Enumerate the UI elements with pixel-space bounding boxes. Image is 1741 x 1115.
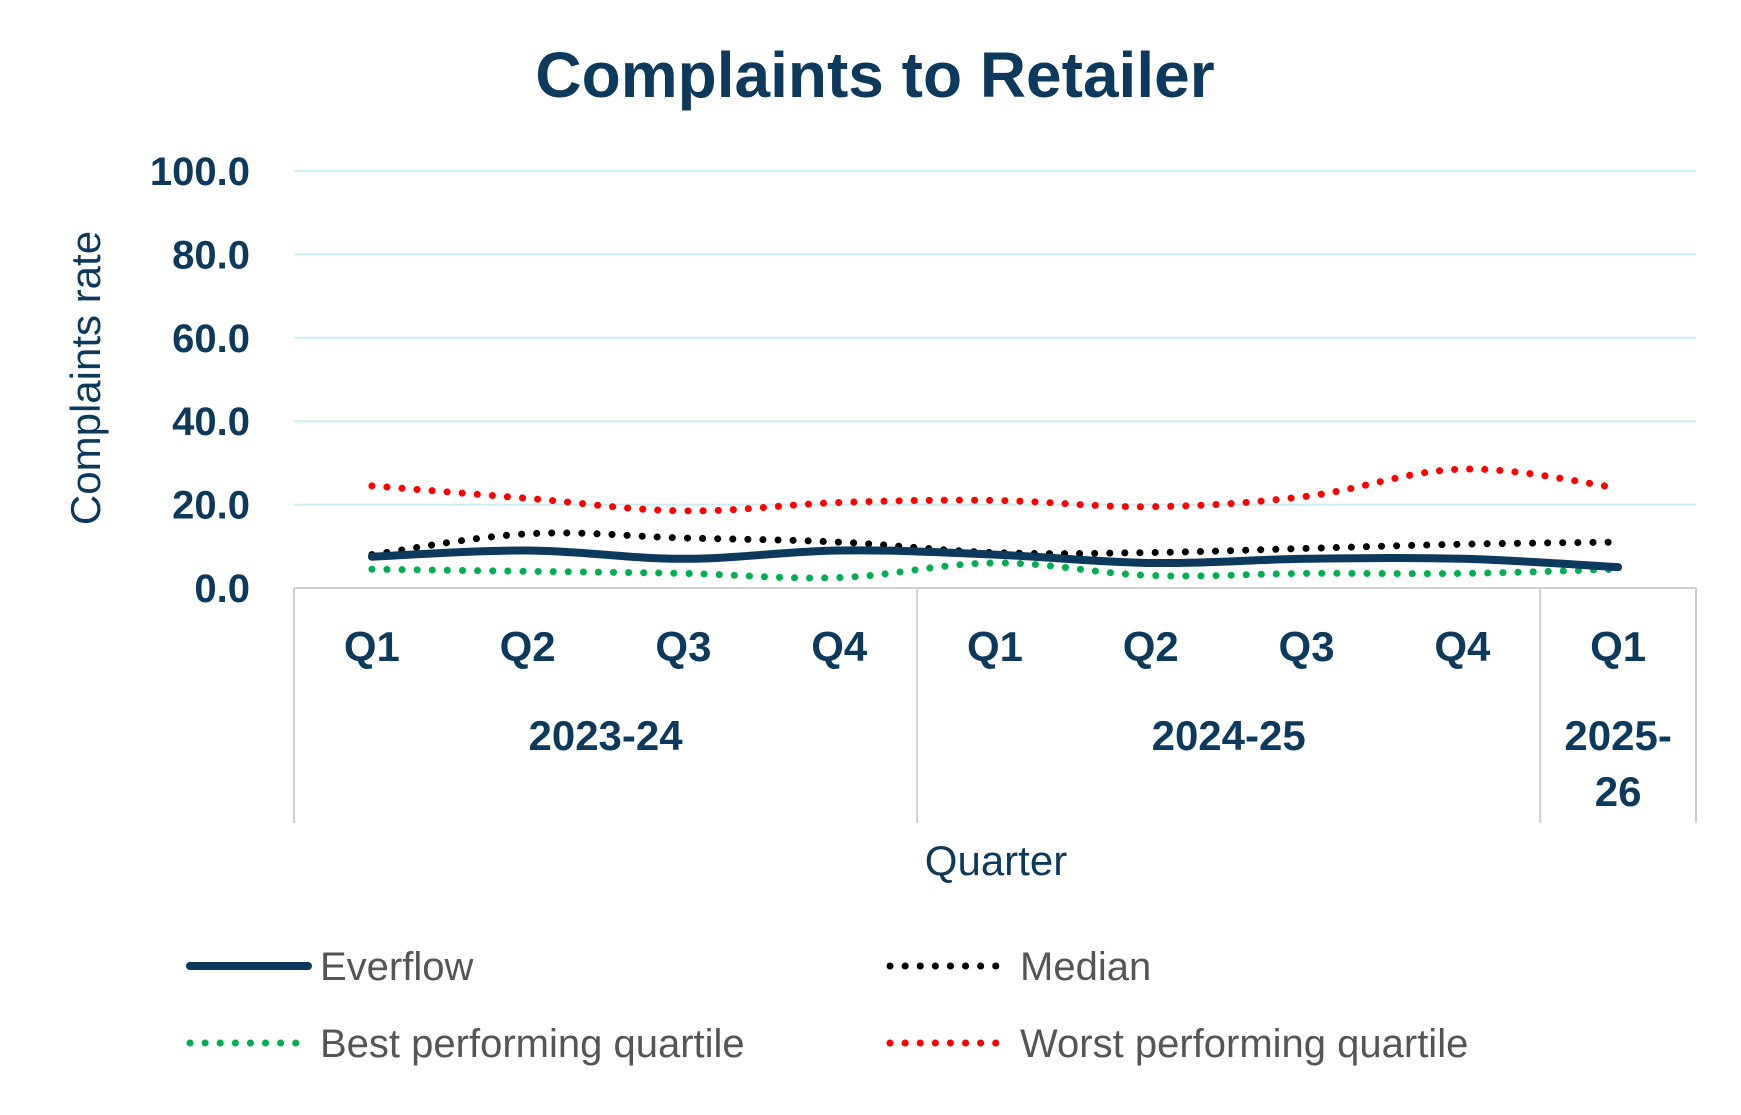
x-tick-label: Q1: [344, 623, 400, 670]
legend: Everflow Median Best performing quartile Wo…: [186, 945, 1468, 1066]
series-layer: [367, 465, 1623, 582]
legend-item: Worst performing quartile: [886, 1022, 1468, 1066]
x-tick-label: Q3: [1279, 623, 1335, 670]
chart-title: Complaints to Retailer: [535, 39, 1214, 111]
y-tick-label: 0.0: [194, 567, 250, 611]
legend-item: Best performing quartile: [186, 1022, 745, 1066]
y-axis: 100.0 80.0 60.0 40.0 20.0 0.0: [150, 150, 250, 611]
x-axis: Q1 Q2 Q3 Q4 Q1 Q2 Q3 Q4 Q1 2023-24 2024-25 2025-26: [293, 587, 1697, 823]
x-tick-label: Q2: [500, 623, 556, 670]
x-tick-label: Q4: [1434, 623, 1491, 670]
x-axis-label: Quarter: [925, 837, 1067, 884]
legend-item: Median: [886, 945, 1151, 989]
x-tick-label: Q1: [1590, 623, 1646, 670]
series-line-median: [368, 529, 1622, 559]
x-group-label: 2025-26: [1564, 712, 1671, 815]
x-tick-label: Q3: [655, 623, 711, 670]
x-tick-label: Q2: [1123, 623, 1179, 670]
y-tick-label: 100.0: [150, 150, 250, 194]
y-tick-label: 60.0: [172, 317, 250, 361]
series-line-best-performing-quartile: [368, 559, 1622, 582]
legend-label: Best performing quartile: [320, 1022, 745, 1066]
y-tick-label: 80.0: [172, 233, 250, 277]
y-axis-label: Complaints rate: [62, 231, 109, 525]
x-group-label: 2024-25: [1152, 712, 1306, 759]
legend-label: Everflow: [320, 945, 473, 989]
x-group-label: 2023-24: [528, 712, 683, 759]
legend-label: Worst performing quartile: [1020, 1022, 1468, 1066]
y-tick-label: 20.0: [172, 484, 250, 528]
gridlines: [294, 170, 1696, 506]
legend-label: Median: [1020, 945, 1151, 989]
x-tick-label: Q1: [967, 623, 1023, 670]
series-line-everflow: [367, 546, 1623, 572]
x-tick-label: Q4: [811, 623, 868, 670]
y-tick-label: 40.0: [172, 400, 250, 444]
legend-item: Everflow: [186, 945, 473, 989]
